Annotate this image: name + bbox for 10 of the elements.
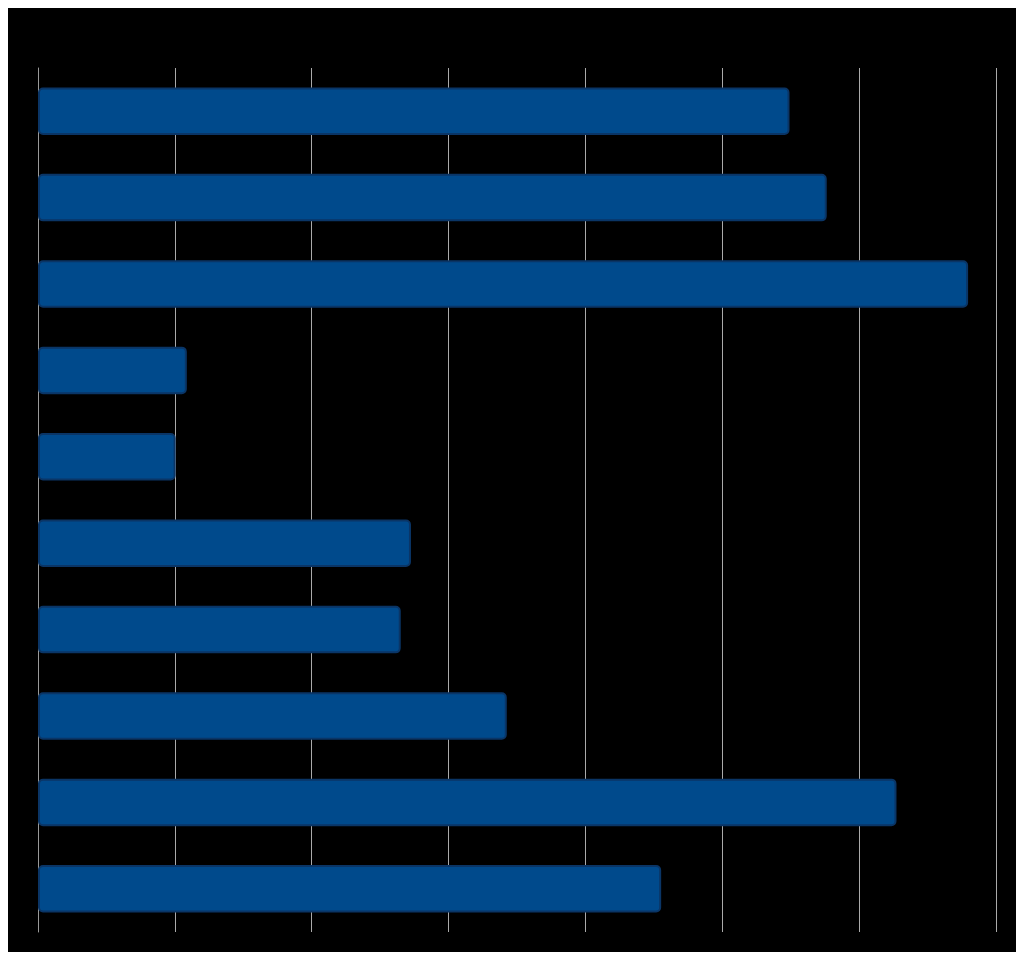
bar <box>38 519 411 567</box>
bar <box>38 346 187 395</box>
bar <box>38 433 176 481</box>
bar <box>38 87 790 135</box>
bar <box>38 692 507 740</box>
bar <box>38 605 401 654</box>
bar <box>38 778 897 827</box>
bar <box>38 865 662 913</box>
bar <box>38 260 969 308</box>
bar <box>38 173 827 222</box>
